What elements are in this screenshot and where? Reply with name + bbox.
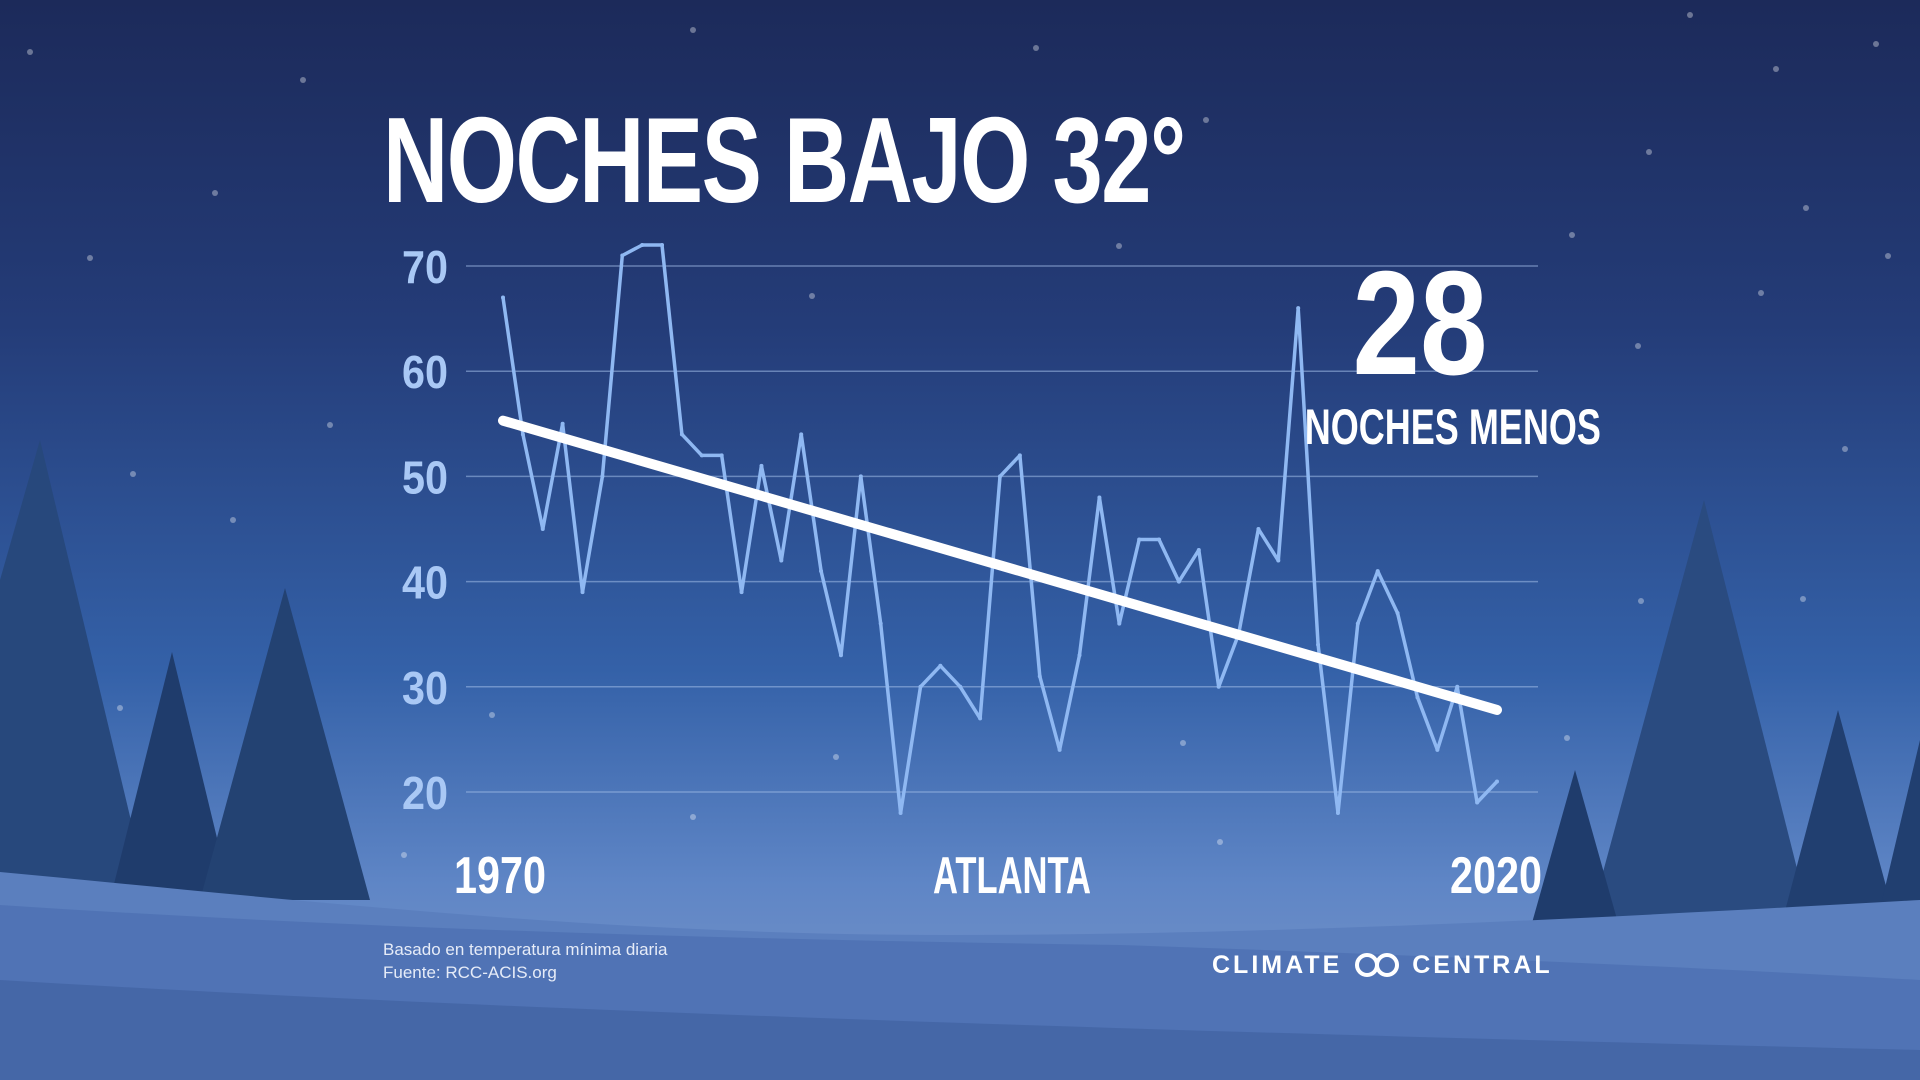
footnote-basis: Basado en temperatura mínima diaria [383,940,668,959]
data-point [1415,695,1420,700]
data-point [1157,537,1162,542]
data-point [799,432,804,437]
data-point [660,242,665,247]
data-point [1375,569,1380,574]
y-tick-labels: 20 30 40 50 60 70 [402,241,448,819]
data-point [679,432,684,437]
data-point [1097,495,1102,500]
y-tick-label: 20 [402,767,448,819]
highlight-caption: NOCHES MENOS [1304,399,1601,455]
y-tick-label: 30 [402,662,448,714]
data-point [540,527,545,531]
trees [0,440,1920,930]
data-point [699,453,704,458]
grid-lines [466,265,1538,793]
data-point [779,558,784,563]
trend-line [498,415,1502,715]
data-point [1117,621,1122,626]
data-point [1137,537,1142,542]
data-point [858,474,863,479]
brand-left: CLIMATE [1212,950,1343,979]
x-axis-label: ATLANTA [933,847,1091,905]
data-point [1057,747,1062,752]
page-title: NOCHES BAJO 32° [383,92,1186,228]
data-point [819,569,824,574]
data-point [1435,747,1440,752]
snow-hills [0,872,1920,1080]
highlight-number: 28 [1352,241,1488,406]
brand-right: CENTRAL [1412,950,1553,979]
y-tick-label: 60 [402,346,448,398]
climate-central-logo-icon [1355,953,1400,977]
data-point [878,621,883,626]
data-point [759,463,764,468]
data-point [501,295,505,300]
x-tick-label: 1970 [454,847,546,905]
data-point [580,590,585,595]
data-point [1316,642,1321,647]
data-point [1335,811,1340,816]
data-point [838,653,843,658]
data-point [739,590,744,595]
data-point [1455,684,1460,689]
data-point [1395,611,1400,616]
data-point [1475,800,1480,805]
y-tick-label: 50 [402,451,448,503]
footnote: Basado en temperatura mínima diaria Fuen… [383,938,667,984]
data-point [600,474,605,479]
data-point [1355,621,1360,626]
stars [27,12,1891,858]
data-point [1037,674,1042,679]
data-point [1256,527,1261,531]
data-point [1495,779,1499,784]
data-point [640,242,645,247]
data-point [520,432,525,437]
data-point [1176,579,1181,584]
footnote-source: Fuente: RCC-ACIS.org [383,963,557,982]
data-point [1077,653,1082,658]
data-point [1196,548,1201,553]
data-point [958,684,963,689]
data-point [898,811,903,816]
data-point [978,716,983,721]
data-point [1296,306,1301,311]
x-tick-labels: 1970 2020 [454,847,1542,905]
x-tick-label: 2020 [1450,847,1542,905]
data-point [560,421,565,426]
data-point [998,474,1002,479]
data-point [1276,558,1281,563]
data-point [938,663,943,668]
data-point [1017,453,1022,458]
data-point [918,684,923,689]
y-tick-label: 70 [402,241,448,293]
data-point [719,453,724,458]
brand-logo: CLIMATE CENTRAL [1212,950,1553,980]
data-points [501,242,1499,816]
y-tick-label: 40 [402,557,448,609]
data-point [1216,684,1221,689]
data-point [620,253,625,258]
